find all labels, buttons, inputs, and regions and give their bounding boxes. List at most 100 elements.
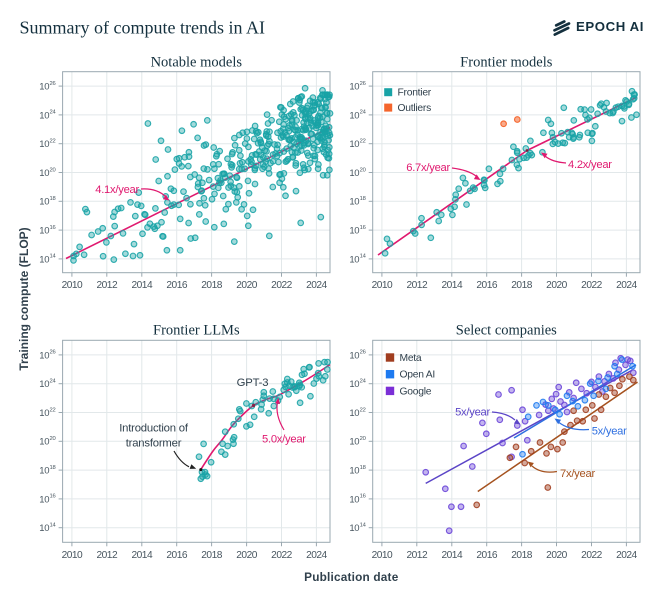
svg-text:24: 24	[360, 110, 367, 116]
svg-text:10: 10	[39, 226, 49, 237]
svg-text:Training compute (FLOP): Training compute (FLOP)	[17, 227, 31, 370]
svg-text:22: 22	[50, 407, 56, 413]
svg-text:18: 18	[360, 196, 366, 202]
svg-text:14: 14	[360, 523, 367, 529]
svg-text:2016: 2016	[476, 280, 497, 291]
svg-text:6.7x/year: 6.7x/year	[406, 162, 450, 174]
svg-text:GPT-3: GPT-3	[237, 377, 269, 389]
svg-text:2010: 2010	[372, 550, 393, 561]
svg-text:14: 14	[50, 523, 57, 529]
svg-text:2024: 2024	[306, 280, 327, 291]
svg-text:10: 10	[349, 226, 359, 237]
svg-text:18: 18	[50, 465, 56, 471]
svg-text:Publication date: Publication date	[304, 570, 399, 584]
svg-text:10: 10	[39, 139, 49, 150]
svg-text:20: 20	[360, 436, 366, 442]
svg-text:18: 18	[50, 196, 56, 202]
svg-text:26: 26	[360, 81, 366, 87]
svg-text:2022: 2022	[581, 280, 602, 291]
svg-text:2022: 2022	[581, 550, 602, 561]
svg-text:2014: 2014	[131, 280, 152, 291]
svg-text:Google: Google	[400, 386, 432, 397]
svg-text:24: 24	[50, 379, 57, 385]
svg-text:Frontier LLMs: Frontier LLMs	[153, 323, 240, 339]
svg-text:2024: 2024	[616, 280, 637, 291]
svg-text:2012: 2012	[96, 550, 117, 561]
svg-text:2020: 2020	[546, 280, 567, 291]
svg-text:2018: 2018	[201, 280, 222, 291]
svg-text:16: 16	[360, 225, 366, 231]
svg-text:10: 10	[349, 494, 359, 505]
svg-text:24: 24	[360, 379, 367, 385]
svg-text:2012: 2012	[406, 280, 427, 291]
svg-text:2010: 2010	[62, 550, 83, 561]
svg-text:10: 10	[349, 197, 359, 208]
svg-text:10: 10	[349, 254, 359, 265]
svg-text:2018: 2018	[201, 550, 222, 561]
svg-text:10: 10	[349, 466, 359, 477]
svg-text:2012: 2012	[96, 280, 117, 291]
svg-text:10: 10	[39, 168, 49, 179]
svg-text:2018: 2018	[511, 550, 532, 561]
svg-text:2020: 2020	[236, 550, 257, 561]
svg-text:26: 26	[50, 81, 56, 87]
svg-text:2024: 2024	[306, 550, 327, 561]
svg-text:10: 10	[349, 168, 359, 179]
svg-text:2016: 2016	[166, 280, 187, 291]
svg-text:10: 10	[349, 82, 359, 93]
svg-text:5.0x/year: 5.0x/year	[262, 434, 306, 446]
svg-text:10: 10	[39, 110, 49, 121]
svg-text:Select companies: Select companies	[456, 323, 557, 339]
svg-text:Introduction of: Introduction of	[119, 423, 189, 435]
svg-text:10: 10	[349, 139, 359, 150]
svg-text:Frontier: Frontier	[398, 88, 432, 99]
svg-text:2020: 2020	[546, 550, 567, 561]
svg-text:10: 10	[39, 197, 49, 208]
svg-text:5x/year: 5x/year	[592, 426, 627, 438]
svg-text:26: 26	[360, 350, 366, 356]
svg-text:16: 16	[50, 225, 56, 231]
svg-text:2012: 2012	[406, 550, 427, 561]
svg-text:24: 24	[50, 110, 57, 116]
svg-text:2016: 2016	[166, 550, 187, 561]
svg-text:2016: 2016	[476, 550, 497, 561]
svg-text:10: 10	[39, 523, 49, 534]
svg-text:Open AI: Open AI	[400, 370, 435, 381]
svg-text:10: 10	[349, 350, 359, 361]
svg-text:10: 10	[39, 82, 49, 93]
svg-text:2014: 2014	[441, 280, 462, 291]
svg-text:2024: 2024	[616, 550, 637, 561]
svg-text:10: 10	[349, 523, 359, 534]
svg-text:22: 22	[50, 139, 56, 145]
svg-text:2022: 2022	[271, 550, 292, 561]
svg-text:2010: 2010	[372, 280, 393, 291]
svg-text:2022: 2022	[271, 280, 292, 291]
svg-text:Frontier models: Frontier models	[460, 55, 553, 71]
svg-text:4.1x/year: 4.1x/year	[95, 184, 139, 196]
svg-text:10: 10	[39, 437, 49, 448]
svg-text:2014: 2014	[131, 550, 152, 561]
svg-text:2018: 2018	[511, 280, 532, 291]
svg-text:10: 10	[39, 466, 49, 477]
svg-text:20: 20	[50, 436, 56, 442]
svg-text:26: 26	[50, 350, 56, 356]
svg-text:16: 16	[360, 494, 366, 500]
svg-text:Summary of compute trends in A: Summary of compute trends in AI	[20, 18, 265, 38]
svg-text:20: 20	[50, 167, 56, 173]
svg-text:Outliers: Outliers	[398, 103, 432, 114]
svg-text:22: 22	[360, 139, 366, 145]
svg-text:Notable models: Notable models	[151, 55, 243, 71]
svg-text:14: 14	[360, 254, 367, 260]
svg-text:10: 10	[349, 110, 359, 121]
svg-text:7x/year: 7x/year	[560, 468, 595, 480]
svg-text:10: 10	[39, 254, 49, 265]
svg-text:10: 10	[39, 408, 49, 419]
svg-text:10: 10	[349, 379, 359, 390]
svg-text:EPOCH AI: EPOCH AI	[576, 19, 644, 34]
svg-text:Meta: Meta	[400, 353, 422, 364]
svg-text:transformer: transformer	[126, 438, 182, 450]
svg-text:2010: 2010	[62, 280, 83, 291]
svg-text:10: 10	[39, 350, 49, 361]
svg-text:5x/year: 5x/year	[455, 407, 490, 419]
svg-text:10: 10	[349, 437, 359, 448]
